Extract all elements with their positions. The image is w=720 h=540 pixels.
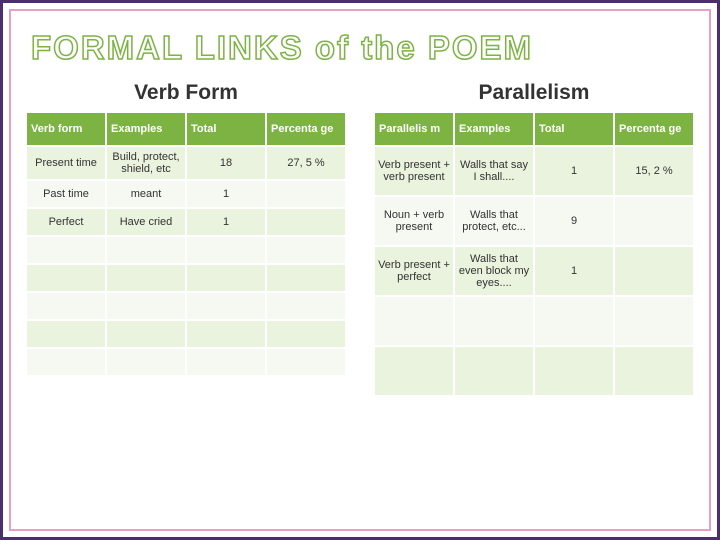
table-cell: 1 [535,247,613,295]
table-cell [107,237,185,263]
outer-frame: FORMAL LINKS of the POEM Verb Form Verb … [0,0,720,540]
table-row [27,321,345,347]
table-cell [27,265,105,291]
left-column: Verb Form Verb form Examples Total Perce… [25,81,347,397]
table-cell [187,293,265,319]
table-cell [107,321,185,347]
table-cell [615,297,693,345]
table-cell: Noun + verb present [375,197,453,245]
table-cell [187,265,265,291]
parallelism-body: Verb present + verb presentWalls that sa… [375,147,693,395]
table-cell [27,293,105,319]
table-row [375,297,693,345]
table-row [27,349,345,375]
table-cell: 18 [187,147,265,179]
table-cell [615,247,693,295]
table-cell [267,293,345,319]
table-cell [267,237,345,263]
table-row: Verb present + verb presentWalls that sa… [375,147,693,195]
table-cell [267,349,345,375]
table-cell [267,181,345,207]
table-cell [27,349,105,375]
table-cell: Present time [27,147,105,179]
col-header: Percenta ge [267,113,345,145]
table-cell [267,209,345,235]
table-cell [267,321,345,347]
col-header: Parallelis m [375,113,453,145]
table-cell: Verb present + verb present [375,147,453,195]
verb-form-table: Verb form Examples Total Percenta ge Pre… [25,111,347,377]
table-cell [187,321,265,347]
table-cell: 27, 5 % [267,147,345,179]
table-row [27,293,345,319]
right-heading: Parallelism [373,81,695,105]
col-header: Total [187,113,265,145]
left-heading: Verb Form [25,81,347,105]
col-header: Examples [455,113,533,145]
table-cell: Walls that say I shall.... [455,147,533,195]
col-header: Total [535,113,613,145]
content-row: Verb Form Verb form Examples Total Perce… [25,81,695,397]
table-cell [535,297,613,345]
verb-form-body: Present timeBuild, protect, shield, etc1… [27,147,345,375]
table-cell [107,293,185,319]
table-cell: 1 [187,209,265,235]
table-cell [535,347,613,395]
inner-frame: FORMAL LINKS of the POEM Verb Form Verb … [9,9,711,531]
table-row [375,347,693,395]
table-row: Present timeBuild, protect, shield, etc1… [27,147,345,179]
table-cell: 1 [535,147,613,195]
table-row [27,237,345,263]
table-row [27,265,345,291]
table-cell [375,297,453,345]
table-cell: Build, protect, shield, etc [107,147,185,179]
col-header: Percenta ge [615,113,693,145]
table-cell [27,321,105,347]
parallelism-table: Parallelis m Examples Total Percenta ge … [373,111,695,397]
table-cell: Have cried [107,209,185,235]
table-cell: 15, 2 % [615,147,693,195]
table-cell: 9 [535,197,613,245]
table-cell: Past time [27,181,105,207]
table-cell [187,349,265,375]
right-column: Parallelism Parallelis m Examples Total … [373,81,695,397]
page-title: FORMAL LINKS of the POEM [31,29,695,67]
table-cell: Verb present + perfect [375,247,453,295]
table-cell [615,197,693,245]
table-cell [455,297,533,345]
table-row: Past timemeant1 [27,181,345,207]
table-cell [615,347,693,395]
table-cell [455,347,533,395]
table-row: Noun + verb presentWalls that protect, e… [375,197,693,245]
table-cell [267,265,345,291]
table-cell [107,265,185,291]
table-cell [107,349,185,375]
col-header: Examples [107,113,185,145]
col-header: Verb form [27,113,105,145]
table-row: Verb present + perfectWalls that even bl… [375,247,693,295]
table-cell: Walls that even block my eyes.... [455,247,533,295]
table-cell [375,347,453,395]
table-cell [187,237,265,263]
table-cell: meant [107,181,185,207]
table-cell: 1 [187,181,265,207]
table-cell [27,237,105,263]
table-cell: Walls that protect, etc... [455,197,533,245]
table-row: PerfectHave cried1 [27,209,345,235]
table-cell: Perfect [27,209,105,235]
